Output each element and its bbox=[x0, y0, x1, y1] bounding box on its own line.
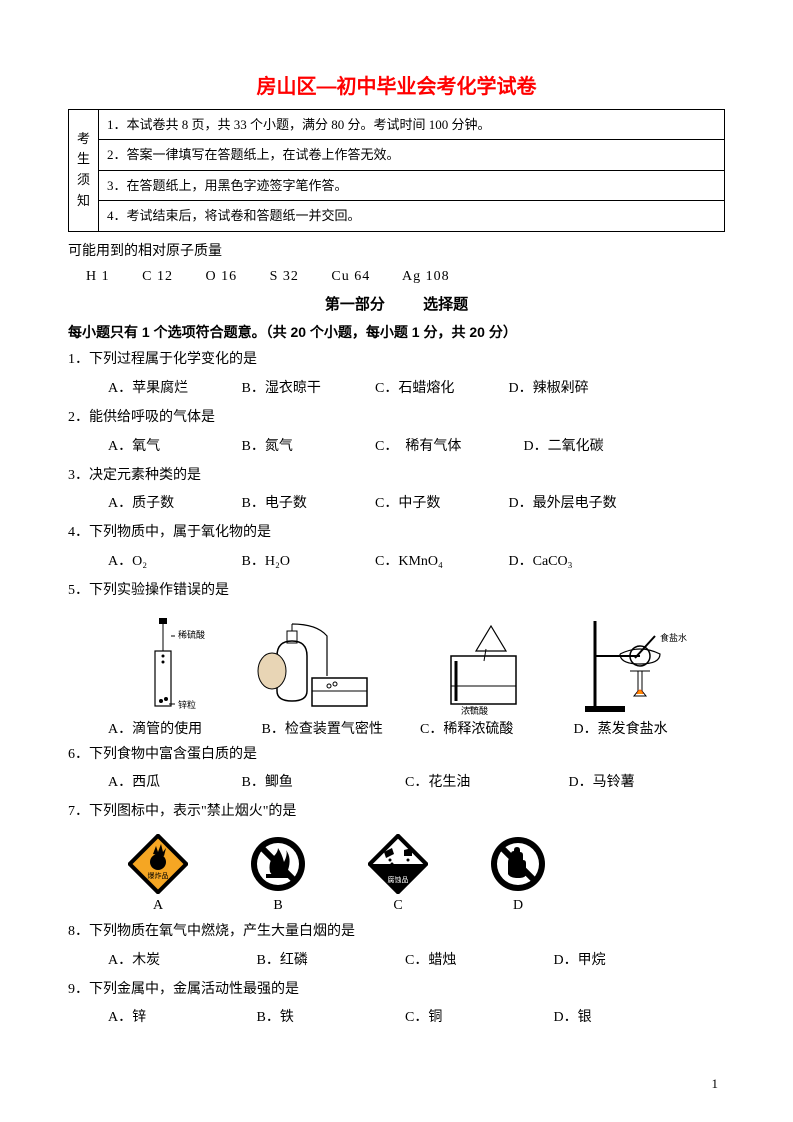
svg-text:食盐水: 食盐水 bbox=[660, 632, 687, 643]
option: D．二氧化碳 bbox=[524, 435, 604, 459]
option-label: D bbox=[488, 898, 548, 914]
question-7-icons: 爆炸品 腐蚀品 bbox=[128, 834, 725, 894]
atomic-mass-values: H 1 C 12 O 16 S 32 Cu 64 Ag 108 bbox=[86, 269, 725, 285]
option: D．甲烷 bbox=[554, 949, 606, 973]
option: D．CaCO₃ bbox=[509, 550, 573, 574]
atomic-mass-item: C 12 bbox=[142, 269, 173, 284]
option-label: C bbox=[368, 898, 428, 914]
option: A．O₂ bbox=[108, 550, 238, 574]
question-9-options: A．锌 B．铁 C．铜 D．银 bbox=[108, 1006, 725, 1030]
option-label: A bbox=[128, 898, 188, 914]
svg-text:腐蚀品: 腐蚀品 bbox=[388, 875, 409, 884]
option: D．银 bbox=[554, 1006, 592, 1030]
question-6: 6．下列食物中富含蛋白质的是 bbox=[68, 743, 725, 767]
option: A．质子数 bbox=[108, 492, 238, 516]
question-5-figures: 稀硫酸 锌粒 浓硫酸 bbox=[88, 611, 725, 716]
option: B．氮气 bbox=[242, 435, 372, 459]
question-7-labels: A B C D bbox=[128, 898, 725, 914]
exam-title: 房山区—初中毕业会考化学试卷 bbox=[68, 70, 725, 99]
option: A．西瓜 bbox=[108, 771, 238, 795]
question-7: 7．下列图标中，表示"禁止烟火"的是 bbox=[68, 800, 725, 824]
section-part: 第一部分 bbox=[325, 296, 385, 313]
option: D．马铃薯 bbox=[569, 771, 635, 795]
instruction-row: 1．本试卷共 8 页，共 33 个小题，满分 80 分。考试时间 100 分钟。 bbox=[99, 110, 725, 140]
option: B．铁 bbox=[257, 1006, 402, 1030]
dropper-figure: 稀硫酸 锌粒 bbox=[98, 616, 238, 716]
option: C．花生油 bbox=[405, 771, 565, 795]
atomic-mass-item: Cu 64 bbox=[331, 269, 370, 284]
option: C．中子数 bbox=[375, 492, 505, 516]
option-label: B bbox=[248, 898, 308, 914]
question-2: 2．能供给呼吸的气体是 bbox=[68, 406, 725, 430]
question-1: 1．下列过程属于化学变化的是 bbox=[68, 348, 725, 372]
option: A．氧气 bbox=[108, 435, 238, 459]
instruction-row: 3．在答题纸上，用黑色字迹签字笔作答。 bbox=[99, 170, 725, 200]
question-4: 4．下列物质中，属于氧化物的是 bbox=[68, 521, 725, 545]
no-touch-icon bbox=[488, 834, 548, 894]
inst-left-4: 知 bbox=[77, 191, 90, 212]
question-1-options: A．苹果腐烂 B．湿衣晾干 C．石蜡熔化 D．辣椒剁碎 bbox=[108, 377, 725, 401]
question-5: 5．下列实验操作错误的是 bbox=[68, 579, 725, 603]
option: B．H₂O bbox=[242, 550, 372, 574]
inst-left-2: 生 bbox=[77, 149, 90, 170]
question-8-options: A．木炭 B．红磷 C．蜡烛 D．甲烷 bbox=[108, 949, 725, 973]
instruction-row: 4．考试结束后，将试卷和答题纸一并交回。 bbox=[99, 201, 725, 231]
page-number: 1 bbox=[712, 1076, 719, 1092]
inst-left-1: 考 bbox=[77, 129, 90, 150]
inst-left-3: 须 bbox=[77, 170, 90, 191]
explosive-icon: 爆炸品 bbox=[128, 834, 188, 894]
option: A．锌 bbox=[108, 1006, 253, 1030]
option: B．湿衣晾干 bbox=[242, 377, 372, 401]
question-8: 8．下列物质在氧气中燃烧，产生大量白烟的是 bbox=[68, 920, 725, 944]
airtight-figure bbox=[257, 616, 397, 716]
option: C．蜡烛 bbox=[405, 949, 550, 973]
option: B．鲫鱼 bbox=[242, 771, 402, 795]
question-5-captions: A．滴管的使用 B．检查装置气密性 C．稀释浓硫酸 D．蒸发食盐水 bbox=[108, 718, 725, 738]
atomic-mass-item: Ag 108 bbox=[402, 269, 450, 284]
option: A．滴管的使用 bbox=[108, 718, 258, 738]
option: C． 稀有气体 bbox=[375, 435, 520, 459]
svg-text:爆炸品: 爆炸品 bbox=[148, 871, 169, 880]
question-6-options: A．西瓜 B．鲫鱼 C．花生油 D．马铃薯 bbox=[108, 771, 725, 795]
question-3: 3．决定元素种类的是 bbox=[68, 464, 725, 488]
question-2-options: A．氧气 B．氮气 C． 稀有气体 D．二氧化碳 bbox=[108, 435, 725, 459]
dilute-figure: 浓硫酸 bbox=[416, 616, 556, 716]
atomic-mass-item: H 1 bbox=[86, 269, 110, 284]
option: C．石蜡熔化 bbox=[375, 377, 505, 401]
question-4-options: A．O₂ B．H₂O C．KMnO₄ D．CaCO₃ bbox=[108, 550, 725, 574]
instruction-left-col: 考 生 须 知 bbox=[69, 110, 99, 232]
atomic-mass-item: S 32 bbox=[270, 269, 299, 284]
option: D．辣椒剁碎 bbox=[509, 377, 589, 401]
option: C．稀释浓硫酸 bbox=[420, 718, 570, 738]
section-name: 选择题 bbox=[423, 296, 468, 313]
svg-text:浓硫酸: 浓硫酸 bbox=[461, 705, 488, 716]
question-3-options: A．质子数 B．电子数 C．中子数 D．最外层电子数 bbox=[108, 492, 725, 516]
atomic-mass-label: 可能用到的相对原子质量 bbox=[68, 240, 725, 264]
evaporate-figure: 食盐水 bbox=[575, 616, 715, 716]
svg-text:锌粒: 锌粒 bbox=[178, 699, 196, 710]
option: C．KMnO₄ bbox=[375, 550, 505, 574]
instruction-row: 2．答案一律填写在答题纸上，在试卷上作答无效。 bbox=[99, 140, 725, 170]
option: B．检查装置气密性 bbox=[262, 718, 417, 738]
option: C．铜 bbox=[405, 1006, 550, 1030]
subsection-note: 每小题只有 1 个选项符合题意。（共 20 个小题，每小题 1 分，共 20 分… bbox=[68, 322, 725, 342]
option: B．红磷 bbox=[257, 949, 402, 973]
question-9: 9．下列金属中，金属活动性最强的是 bbox=[68, 978, 725, 1002]
svg-text:稀硫酸: 稀硫酸 bbox=[178, 629, 205, 640]
no-fire-icon bbox=[248, 834, 308, 894]
option: A．苹果腐烂 bbox=[108, 377, 238, 401]
option: B．电子数 bbox=[242, 492, 372, 516]
option: D．蒸发食盐水 bbox=[574, 718, 668, 738]
corrosive-icon: 腐蚀品 bbox=[368, 834, 428, 894]
option: D．最外层电子数 bbox=[509, 492, 617, 516]
atomic-mass-item: O 16 bbox=[205, 269, 237, 284]
option: A．木炭 bbox=[108, 949, 253, 973]
section-header: 第一部分 选择题 bbox=[68, 293, 725, 314]
instruction-table: 考 生 须 知 1．本试卷共 8 页，共 33 个小题，满分 80 分。考试时间… bbox=[68, 109, 725, 232]
